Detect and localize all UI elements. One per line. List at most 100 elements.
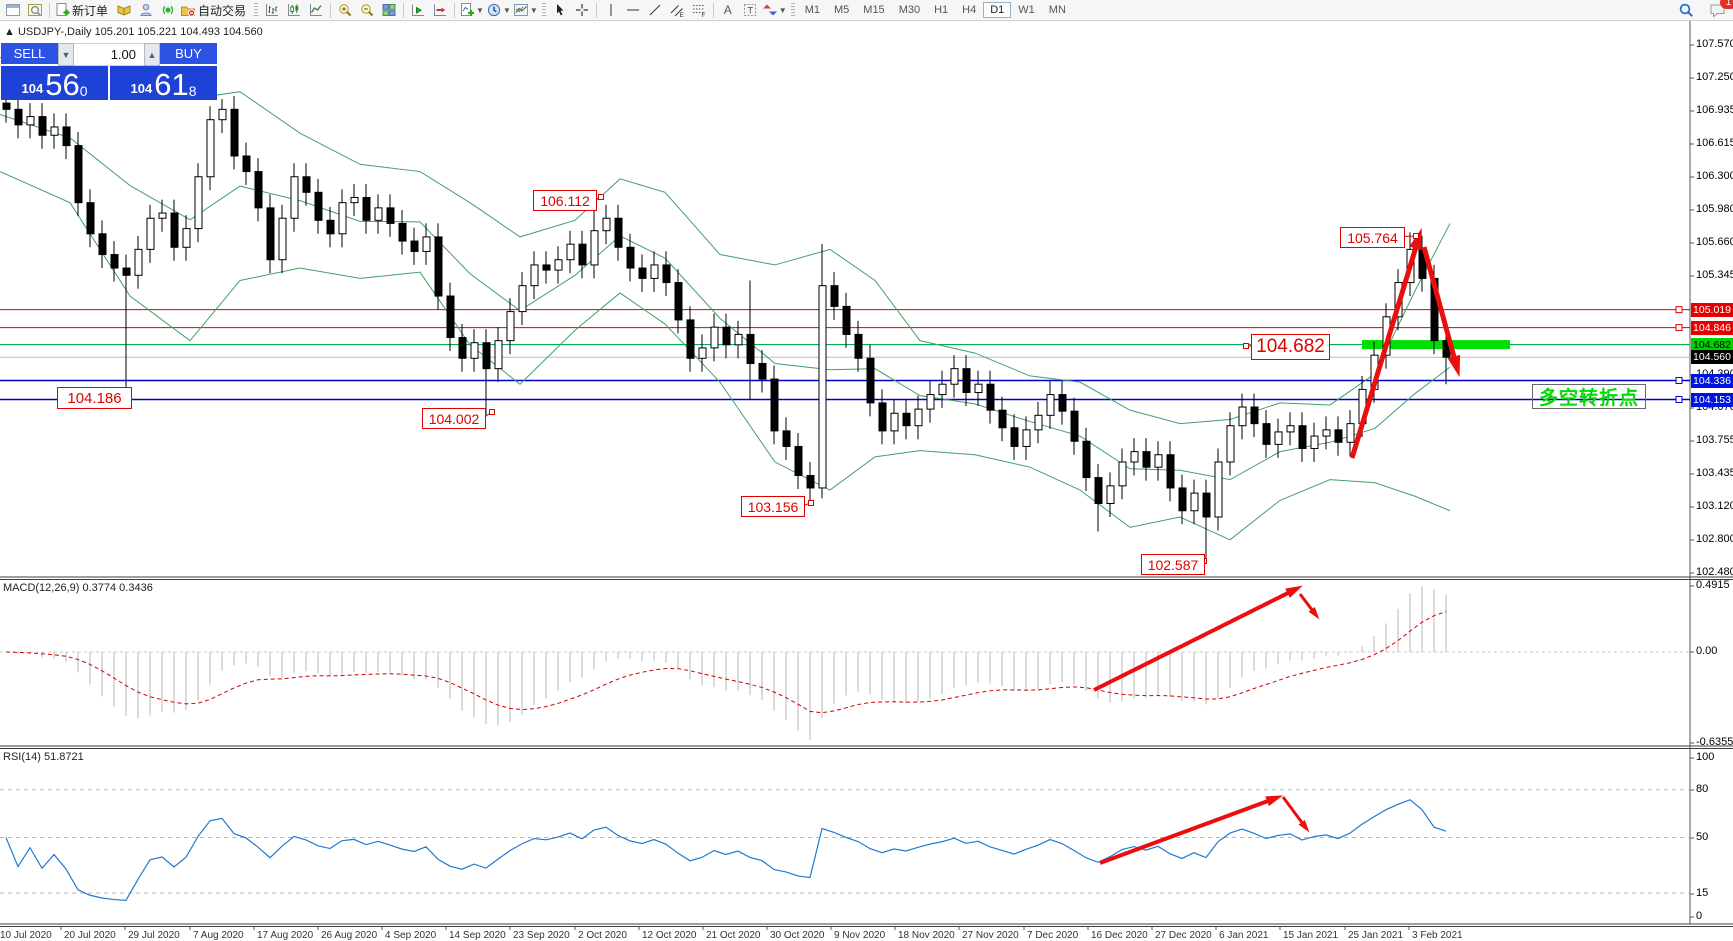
- candlestick-mode-button[interactable]: [283, 1, 305, 19]
- notification-badge: 1: [1720, 0, 1733, 9]
- date-axis-label: 18 Nov 2020: [898, 930, 955, 941]
- price-axis-tick: 102.480: [1696, 566, 1733, 578]
- timeframe-D1[interactable]: D1: [983, 2, 1012, 18]
- zoom-in-icon: [337, 2, 353, 18]
- fibonacci-tool-button[interactable]: F: [688, 1, 710, 19]
- dropdown-caret-icon: ▼: [502, 5, 511, 15]
- macd-indicator-label: MACD(12,26,9) 0.3774 0.3436: [3, 582, 153, 594]
- periods-button[interactable]: ▼: [485, 1, 512, 19]
- price-axis-tick: 106.935: [1696, 104, 1733, 116]
- indicators-button[interactable]: ▼: [458, 1, 485, 19]
- chinese-annotation[interactable]: 多空转折点: [1532, 384, 1646, 409]
- signal-icon: [160, 2, 176, 18]
- price-axis-badge: 104.560: [1691, 350, 1733, 364]
- text-label-tool-button[interactable]: T: [739, 1, 761, 19]
- arrows-tool-button[interactable]: ▼: [761, 1, 788, 19]
- toolbar-separator: [330, 2, 332, 18]
- bar-chart-mode-button[interactable]: [261, 1, 283, 19]
- line-chart-mode-button[interactable]: [305, 1, 327, 19]
- date-axis-label: 27 Dec 2020: [1155, 930, 1212, 941]
- price-axis-tick: 107.250: [1696, 71, 1733, 83]
- fibonacci-icon: F: [691, 2, 707, 18]
- time-axis[interactable]: [0, 926, 1690, 941]
- chart-shift-icon: [432, 2, 448, 18]
- timeframe-M30[interactable]: M30: [898, 4, 921, 16]
- timeframe-M1[interactable]: M1: [804, 4, 820, 16]
- profiles-button[interactable]: [24, 1, 46, 19]
- auto-scroll-button[interactable]: [407, 1, 429, 19]
- date-axis-label: 21 Oct 2020: [706, 930, 761, 941]
- timeframe-M15[interactable]: M15: [863, 4, 885, 16]
- timeframe-MN[interactable]: MN: [1048, 4, 1066, 16]
- price-axis-badge: 104.153: [1691, 393, 1733, 407]
- price-label-104.186[interactable]: 104.186: [57, 387, 132, 409]
- price-label-104.002[interactable]: 104.002: [422, 408, 486, 429]
- date-axis-label: 25 Jan 2021: [1348, 930, 1403, 941]
- sell-price-display[interactable]: 104 56 0: [1, 66, 108, 100]
- timeframe-M5[interactable]: M5: [834, 4, 850, 16]
- price-axis-badge: 104.682: [1691, 338, 1733, 352]
- contacts-button[interactable]: [135, 1, 157, 19]
- date-axis-label: 16 Dec 2020: [1091, 930, 1148, 941]
- auto-trading-button[interactable]: 自动交易: [179, 1, 251, 19]
- volume-decrease-button[interactable]: ▼: [58, 43, 74, 66]
- symbol-ohlc-text: USDJPY-,Daily 105.201 105.221 104.493 10…: [17, 26, 263, 38]
- signals-button[interactable]: [157, 1, 179, 19]
- buy-price-display[interactable]: 104 61 8: [110, 66, 217, 100]
- trendline-tool-button[interactable]: [644, 1, 666, 19]
- price-axis-tick: 105.345: [1696, 269, 1733, 281]
- price-label-106.112[interactable]: 106.112: [533, 190, 597, 211]
- date-axis-label: 15 Jan 2021: [1283, 930, 1338, 941]
- search-button[interactable]: [1675, 1, 1697, 19]
- channel-tool-button[interactable]: E: [666, 1, 688, 19]
- price-label-102.587[interactable]: 102.587: [1141, 554, 1205, 575]
- sell-button[interactable]: SELL: [1, 43, 58, 66]
- price-label-103.156[interactable]: 103.156: [741, 496, 805, 517]
- toolbar-separator: [49, 2, 50, 18]
- price-axis-tick: 106.615: [1696, 137, 1733, 149]
- toolbar-grip[interactable]: [541, 3, 546, 17]
- tile-windows-button[interactable]: [378, 1, 400, 19]
- toolbar-grip[interactable]: [790, 3, 795, 17]
- buy-button[interactable]: BUY: [160, 43, 217, 66]
- templates-button[interactable]: ▼: [512, 1, 539, 19]
- textbox-icon: T: [742, 2, 758, 18]
- volume-increase-button[interactable]: ▲: [144, 43, 160, 66]
- date-axis-label: 6 Jan 2021: [1219, 930, 1269, 941]
- date-axis-label: 9 Nov 2020: [834, 930, 886, 941]
- cursor-tool-button[interactable]: [549, 1, 571, 19]
- timeframe-W1[interactable]: W1: [1018, 4, 1035, 16]
- symbol-info: ▲ USDJPY-,Daily 105.201 105.221 104.493 …: [4, 26, 263, 38]
- timeframe-H4[interactable]: H4: [962, 4, 977, 16]
- chart-shift-button[interactable]: [429, 1, 451, 19]
- template-icon: [513, 2, 529, 18]
- person-icon: [138, 2, 154, 18]
- new-chart-button[interactable]: [2, 1, 24, 19]
- toolbar-grip[interactable]: [254, 3, 259, 17]
- price-label-104.682[interactable]: 104.682: [1251, 334, 1330, 360]
- vertical-line-tool-button[interactable]: [600, 1, 622, 19]
- dropdown-caret-icon: ▼: [529, 5, 538, 15]
- indicator-axis-tick: 50: [1696, 831, 1709, 843]
- price-axis-tick: 106.300: [1696, 170, 1733, 182]
- price-axis-badge: 104.846: [1691, 321, 1733, 335]
- crosshair-icon: [574, 2, 590, 18]
- volume-input[interactable]: [74, 43, 144, 66]
- new-order-button[interactable]: 新订单: [53, 1, 113, 19]
- main-toolbar: 新订单 自动交易 ▼ ▼: [0, 0, 1733, 21]
- timeframe-H1[interactable]: H1: [934, 4, 949, 16]
- zoom-in-button[interactable]: [334, 1, 356, 19]
- notifications-button[interactable]: 1: [1707, 0, 1733, 19]
- spinner-down-icon: ▼: [61, 49, 71, 60]
- zoom-out-button[interactable]: [356, 1, 378, 19]
- trendline-icon: [647, 2, 663, 18]
- price-label-105.764[interactable]: 105.764: [1340, 227, 1405, 248]
- crosshair-tool-button[interactable]: [571, 1, 593, 19]
- text-tool-button[interactable]: A: [717, 1, 739, 19]
- horizontal-line-tool-button[interactable]: [622, 1, 644, 19]
- buy-price-base: 104: [130, 80, 153, 96]
- market-watch-button[interactable]: [113, 1, 135, 19]
